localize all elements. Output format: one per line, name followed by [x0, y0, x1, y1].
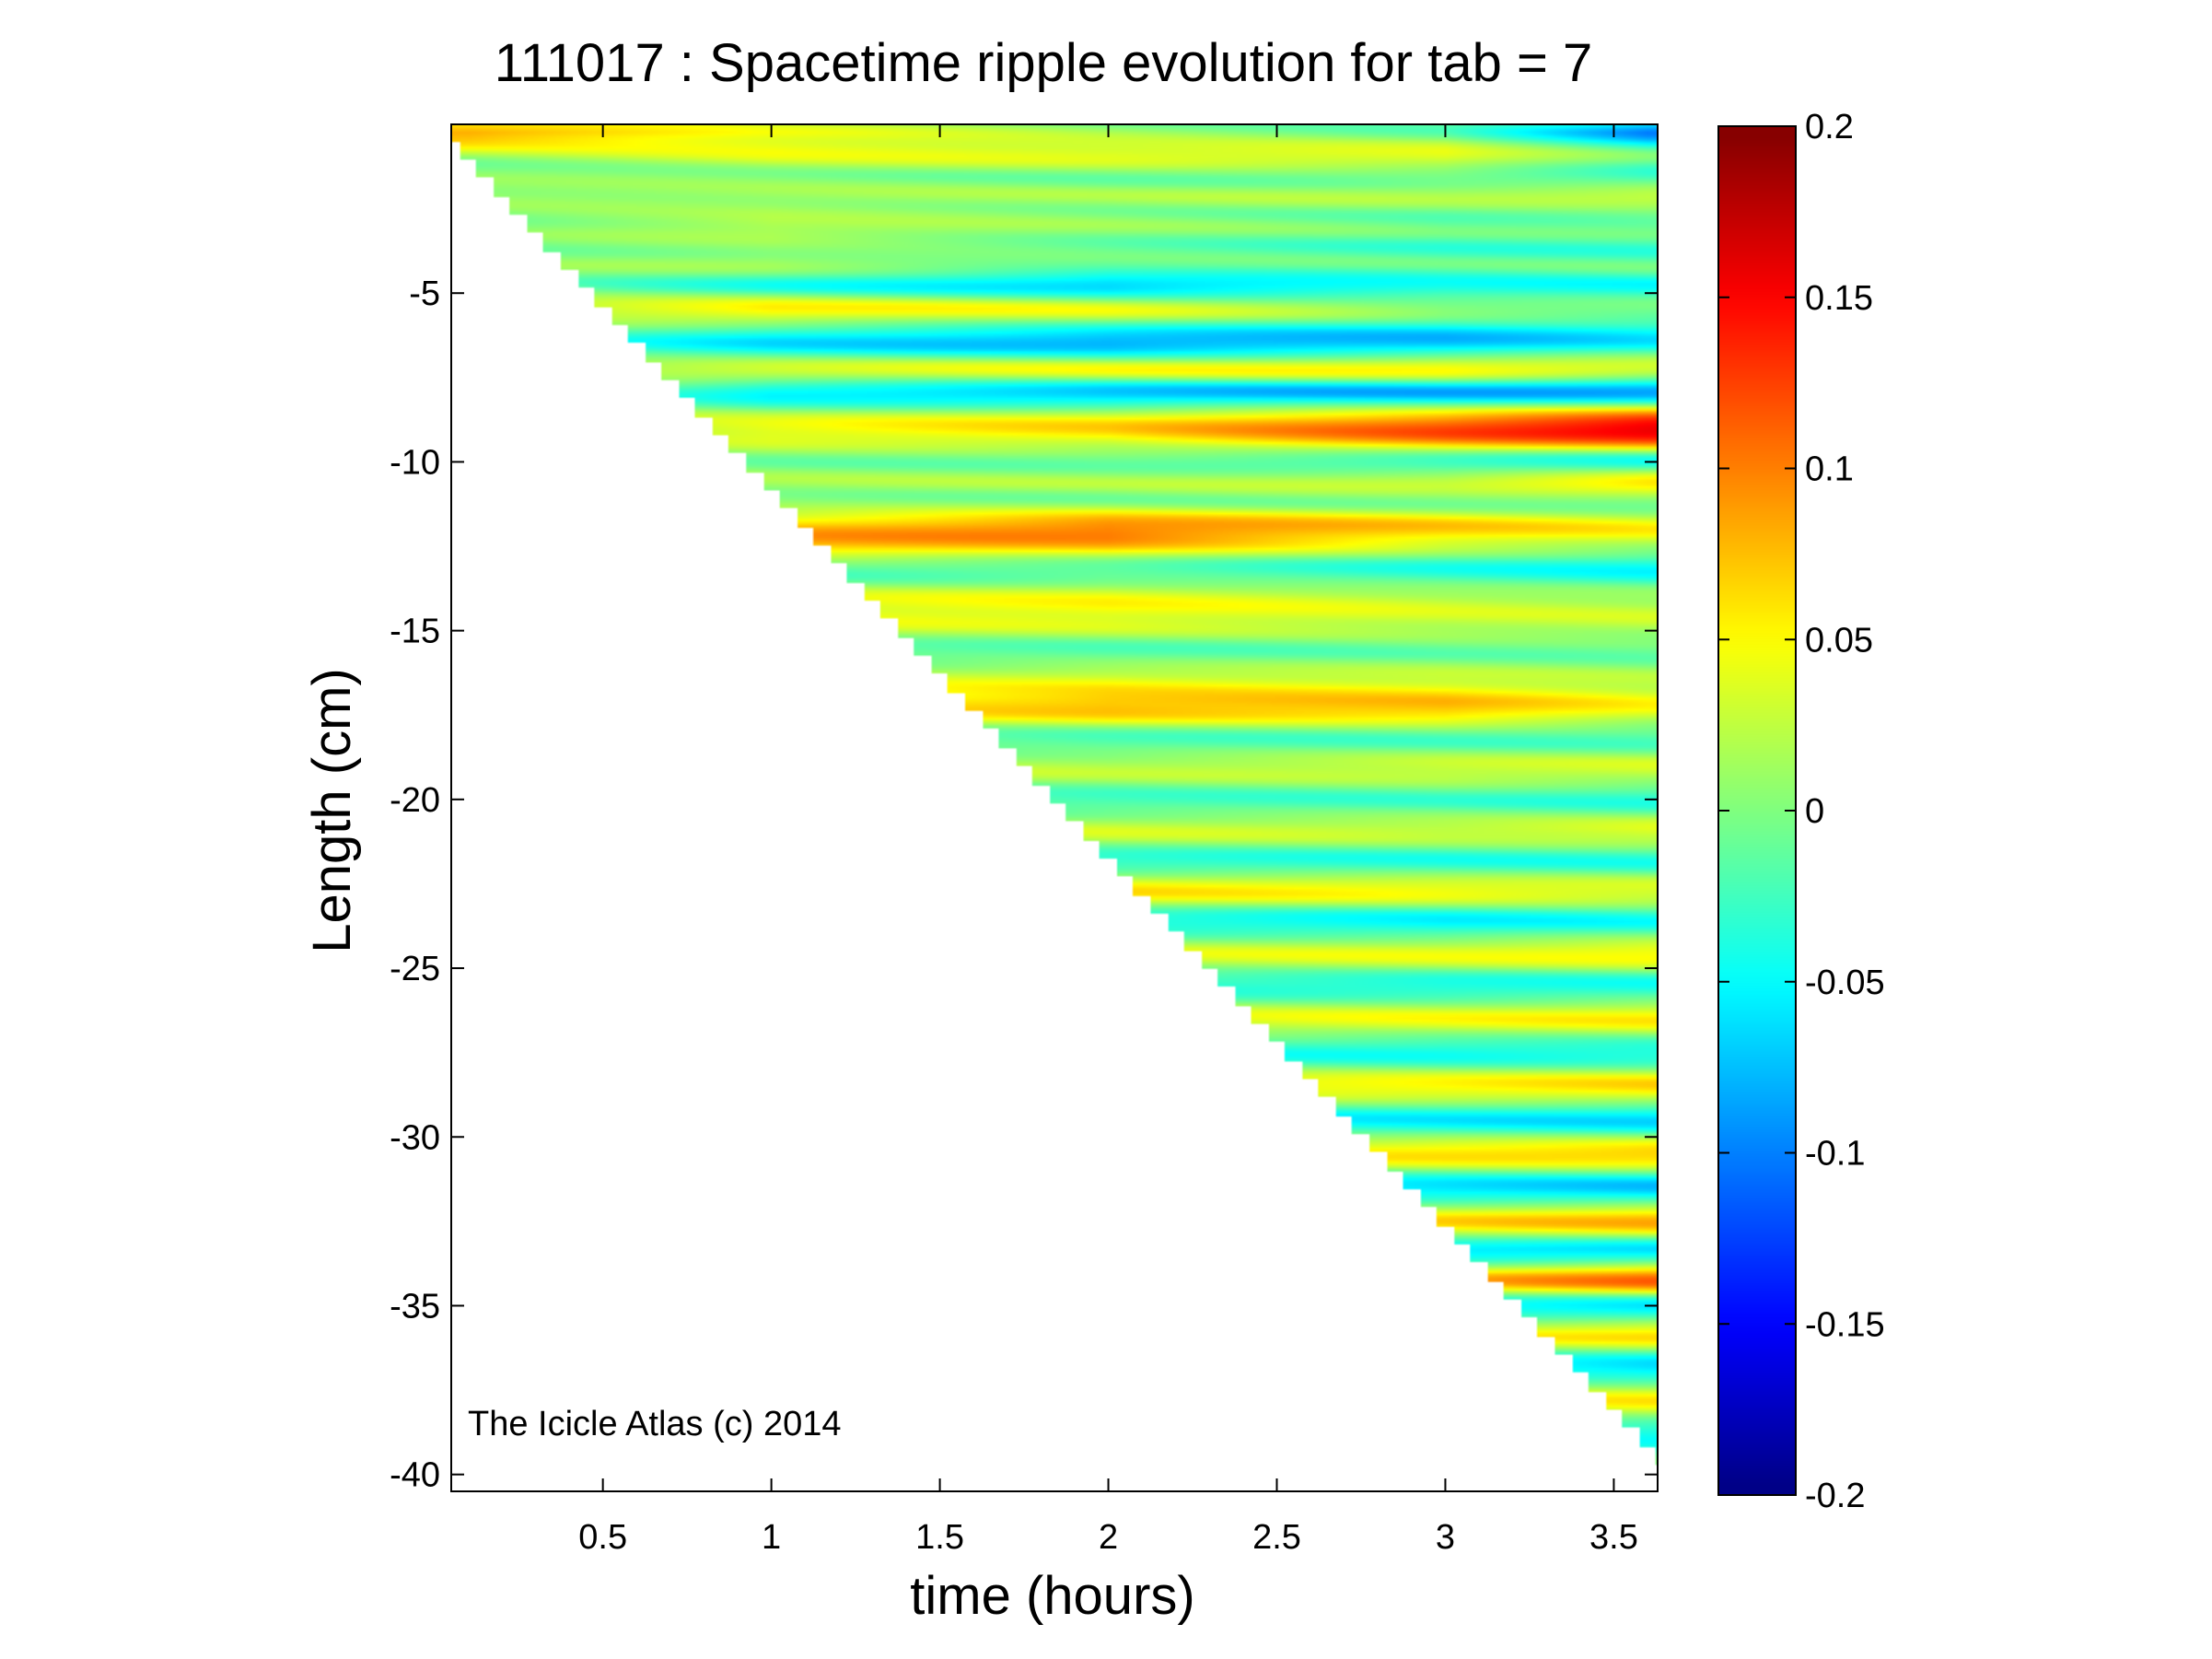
plot-area: The Icicle Atlas (c) 2014	[450, 123, 1659, 1492]
plot-frame	[450, 123, 1659, 1492]
heatmap-image	[451, 124, 1658, 1491]
colorbar-tick-label: -0.15	[1805, 1305, 1885, 1344]
x-axis: 0.5 1 1.5 2 2.5 3 3.5	[578, 124, 1638, 1557]
x-axis-label: time (hours)	[910, 1566, 1194, 1626]
y-tick-label: -5	[409, 275, 440, 313]
copyright-annotation: The Icicle Atlas (c) 2014	[468, 1405, 842, 1443]
x-tick-label: 3.5	[1589, 1518, 1638, 1557]
colorbar-tick-label: -0.05	[1805, 964, 1885, 1002]
y-axis-label: Length (cm)	[302, 668, 362, 952]
colorbar-ticks: 0.2 0.15 0.1 0.05 0 -0.05 -0.1 -0.15 -0.2	[1718, 108, 1885, 1515]
colorbar-tick-label: 0.2	[1805, 108, 1854, 146]
colorbar-gradient	[1718, 126, 1796, 1495]
y-tick-label: -10	[390, 443, 440, 482]
colorbar-tick-label: 0.1	[1805, 450, 1854, 489]
x-tick-label: 1	[762, 1518, 781, 1557]
chart-title: 111017 : Spacetime ripple evolution for …	[495, 33, 1592, 93]
y-axis: -5 -10 -15 -20 -25 -30 -35 -40	[390, 275, 1658, 1495]
x-tick-label: 2.5	[1252, 1518, 1301, 1557]
y-tick-label: -20	[390, 781, 440, 820]
colorbar-tick-label: 0	[1805, 792, 1824, 831]
y-tick-label: -40	[390, 1456, 440, 1495]
colorbar: 0.2 0.15 0.1 0.05 0 -0.05 -0.1 -0.15 -0.2	[1717, 108, 1885, 1515]
y-tick-label: -35	[390, 1287, 440, 1326]
colorbar-tick-label: 0.15	[1805, 279, 1873, 318]
x-tick-label: 2	[1099, 1518, 1118, 1557]
colorbar-tick-label: 0.05	[1805, 621, 1873, 660]
x-tick-label: 1.5	[915, 1518, 964, 1557]
x-tick-label: 0.5	[578, 1518, 627, 1557]
y-tick-label: -25	[390, 950, 440, 988]
colorbar-tick-label: -0.2	[1805, 1477, 1865, 1515]
y-tick-label: -15	[390, 613, 440, 651]
y-tick-label: -30	[390, 1118, 440, 1157]
colorbar-tick-label: -0.1	[1805, 1135, 1865, 1174]
x-tick-label: 3	[1436, 1518, 1455, 1557]
